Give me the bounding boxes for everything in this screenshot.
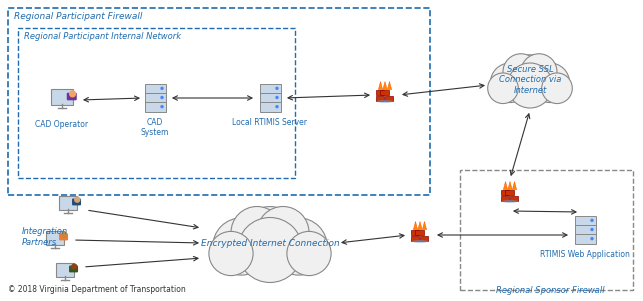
FancyBboxPatch shape (411, 230, 419, 235)
FancyBboxPatch shape (380, 90, 389, 95)
FancyBboxPatch shape (411, 236, 419, 241)
Polygon shape (383, 82, 387, 90)
Ellipse shape (377, 100, 393, 103)
Circle shape (530, 63, 570, 103)
FancyBboxPatch shape (72, 198, 81, 205)
Polygon shape (387, 82, 392, 90)
FancyBboxPatch shape (505, 190, 514, 195)
FancyBboxPatch shape (420, 236, 428, 241)
Text: Local RTIMIS Server: Local RTIMIS Server (233, 118, 307, 127)
Circle shape (213, 218, 270, 275)
FancyBboxPatch shape (501, 190, 509, 195)
Text: Regional Participant Firewall: Regional Participant Firewall (14, 12, 142, 21)
FancyBboxPatch shape (574, 225, 595, 234)
Circle shape (233, 206, 307, 279)
Circle shape (161, 97, 163, 98)
Text: © 2018 Virginia Department of Transportation: © 2018 Virginia Department of Transporta… (8, 285, 186, 294)
Polygon shape (503, 182, 508, 190)
Text: Regional Participant Internal Network: Regional Participant Internal Network (24, 32, 181, 41)
Circle shape (62, 232, 67, 237)
Circle shape (505, 55, 555, 105)
FancyBboxPatch shape (260, 93, 280, 102)
Polygon shape (413, 222, 418, 230)
Circle shape (521, 54, 557, 90)
Circle shape (161, 87, 163, 89)
FancyBboxPatch shape (376, 96, 385, 101)
Circle shape (69, 91, 75, 97)
FancyBboxPatch shape (55, 263, 75, 277)
Text: CAD Operator: CAD Operator (35, 120, 89, 129)
Circle shape (503, 54, 539, 90)
Circle shape (72, 264, 77, 269)
FancyBboxPatch shape (145, 102, 165, 111)
Ellipse shape (412, 240, 428, 243)
FancyBboxPatch shape (145, 83, 165, 93)
FancyBboxPatch shape (385, 96, 394, 101)
Circle shape (231, 206, 283, 259)
Circle shape (75, 197, 80, 202)
Text: CAD
System: CAD System (141, 118, 169, 137)
FancyBboxPatch shape (260, 102, 280, 111)
Circle shape (270, 218, 327, 275)
Polygon shape (512, 182, 517, 190)
FancyBboxPatch shape (69, 265, 78, 272)
Circle shape (237, 218, 302, 283)
Circle shape (591, 238, 593, 240)
Circle shape (287, 231, 331, 276)
Text: Integration
Partners: Integration Partners (22, 227, 68, 247)
Circle shape (276, 87, 278, 89)
Circle shape (507, 63, 552, 108)
Text: RTIMIS Web Application: RTIMIS Web Application (540, 250, 630, 259)
FancyBboxPatch shape (46, 231, 64, 245)
FancyBboxPatch shape (510, 196, 518, 201)
FancyBboxPatch shape (501, 196, 509, 201)
Circle shape (541, 73, 572, 104)
FancyBboxPatch shape (376, 90, 385, 95)
FancyBboxPatch shape (260, 83, 280, 93)
Polygon shape (378, 82, 383, 90)
FancyBboxPatch shape (59, 234, 68, 240)
Circle shape (276, 106, 278, 108)
FancyBboxPatch shape (59, 196, 77, 209)
Text: Regional Sponsor Firewall: Regional Sponsor Firewall (496, 286, 604, 295)
FancyBboxPatch shape (574, 234, 595, 244)
Circle shape (591, 219, 593, 221)
FancyBboxPatch shape (574, 216, 595, 225)
Polygon shape (508, 182, 512, 190)
Circle shape (276, 97, 278, 98)
Circle shape (161, 106, 163, 108)
Polygon shape (422, 222, 427, 230)
Circle shape (257, 206, 309, 259)
Text: Encrypted Internet Connection: Encrypted Internet Connection (201, 238, 340, 247)
FancyBboxPatch shape (415, 230, 424, 235)
Polygon shape (418, 222, 422, 230)
Circle shape (209, 231, 253, 276)
Ellipse shape (502, 200, 518, 203)
Circle shape (491, 63, 530, 103)
FancyBboxPatch shape (145, 93, 165, 102)
FancyBboxPatch shape (51, 89, 73, 105)
Circle shape (487, 73, 518, 104)
FancyBboxPatch shape (67, 93, 77, 100)
Text: Secure SSL
Connection via
Internet: Secure SSL Connection via Internet (499, 65, 561, 95)
Circle shape (591, 228, 593, 231)
